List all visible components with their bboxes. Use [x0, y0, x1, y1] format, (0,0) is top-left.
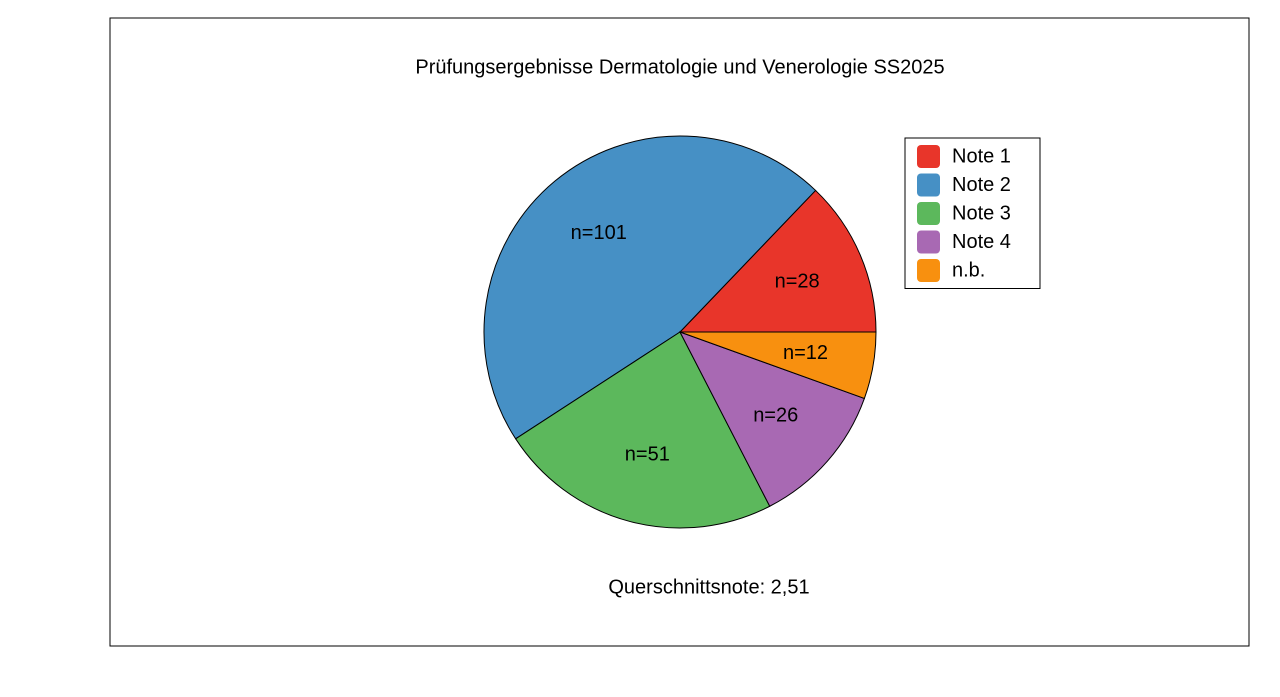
- value-label: n=26: [753, 404, 798, 426]
- pie-slice: [678, 189, 877, 333]
- annotation: Querschnittsnote: 2,51: [608, 576, 809, 598]
- value-label: n=101: [571, 222, 627, 244]
- legend-label: Note 4: [952, 231, 1011, 253]
- pie-slice: [678, 331, 866, 507]
- legend-label: Note 1: [952, 145, 1011, 167]
- pie-slice: [679, 331, 877, 400]
- legend-swatch: [917, 145, 940, 168]
- legend-label: n.b.: [952, 259, 985, 281]
- legend-label: Note 2: [952, 174, 1011, 196]
- legend-swatch: [917, 259, 940, 282]
- legend-swatch: [917, 202, 940, 225]
- value-label: n=12: [783, 342, 828, 364]
- legend-label: Note 3: [952, 202, 1011, 224]
- pie-slice: [483, 135, 817, 440]
- chart-title: Prüfungsergebnisse Dermatologie und Vene…: [415, 56, 944, 78]
- pie-slice: [514, 331, 771, 529]
- legend-swatch: [917, 230, 940, 254]
- value-label: n=51: [625, 443, 670, 465]
- value-label: n=28: [775, 270, 820, 292]
- legend-swatch: [917, 173, 940, 197]
